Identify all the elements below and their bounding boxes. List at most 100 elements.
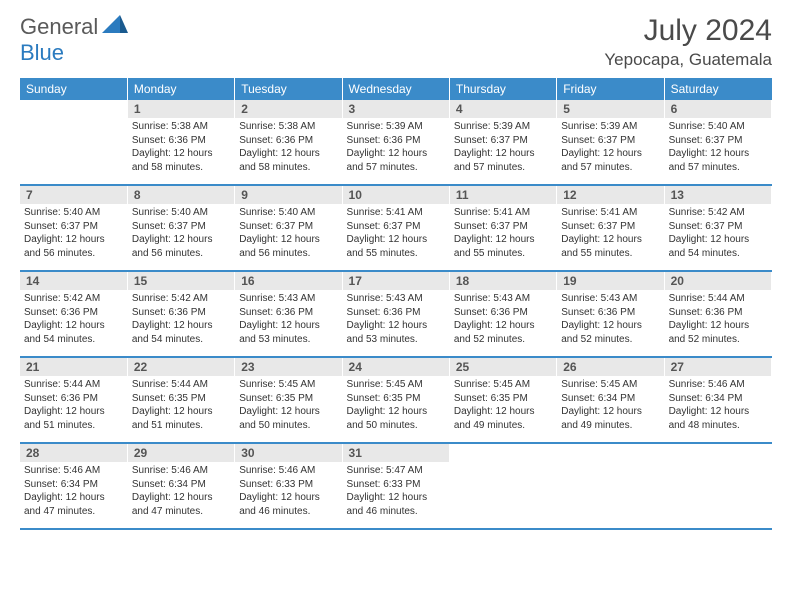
calendar-day-cell: 5Sunrise: 5:39 AMSunset: 6:37 PMDaylight… bbox=[557, 100, 664, 185]
calendar-day-cell: 2Sunrise: 5:38 AMSunset: 6:36 PMDaylight… bbox=[235, 100, 342, 185]
day-content: Sunrise: 5:42 AMSunset: 6:36 PMDaylight:… bbox=[20, 290, 127, 356]
logo-text-blue: Blue bbox=[20, 40, 64, 65]
location: Yepocapa, Guatemala bbox=[604, 50, 772, 70]
day-number: 3 bbox=[343, 100, 449, 118]
day-number: 27 bbox=[665, 358, 771, 376]
calendar-body: 1Sunrise: 5:38 AMSunset: 6:36 PMDaylight… bbox=[20, 100, 772, 529]
day-content: Sunrise: 5:40 AMSunset: 6:37 PMDaylight:… bbox=[20, 204, 127, 270]
day-number: 13 bbox=[665, 186, 771, 204]
calendar-day-cell: 6Sunrise: 5:40 AMSunset: 6:37 PMDaylight… bbox=[664, 100, 771, 185]
day-number: 18 bbox=[450, 272, 556, 290]
day-number: 14 bbox=[20, 272, 127, 290]
day-content: Sunrise: 5:46 AMSunset: 6:33 PMDaylight:… bbox=[235, 462, 341, 528]
day-number: 8 bbox=[128, 186, 234, 204]
day-number: 2 bbox=[235, 100, 341, 118]
day-number: 5 bbox=[557, 100, 663, 118]
day-number: 22 bbox=[128, 358, 234, 376]
day-content: Sunrise: 5:43 AMSunset: 6:36 PMDaylight:… bbox=[450, 290, 556, 356]
calendar-day-cell: 17Sunrise: 5:43 AMSunset: 6:36 PMDayligh… bbox=[342, 271, 449, 357]
logo-triangle-icon bbox=[102, 15, 128, 38]
calendar-day-cell: 23Sunrise: 5:45 AMSunset: 6:35 PMDayligh… bbox=[235, 357, 342, 443]
calendar-day-cell: 13Sunrise: 5:42 AMSunset: 6:37 PMDayligh… bbox=[664, 185, 771, 271]
calendar-week-row: 28Sunrise: 5:46 AMSunset: 6:34 PMDayligh… bbox=[20, 443, 772, 529]
day-number: 23 bbox=[235, 358, 341, 376]
calendar-day-cell: 4Sunrise: 5:39 AMSunset: 6:37 PMDaylight… bbox=[449, 100, 556, 185]
calendar-day-cell: 18Sunrise: 5:43 AMSunset: 6:36 PMDayligh… bbox=[449, 271, 556, 357]
day-content: Sunrise: 5:41 AMSunset: 6:37 PMDaylight:… bbox=[557, 204, 663, 270]
calendar-day-cell: 19Sunrise: 5:43 AMSunset: 6:36 PMDayligh… bbox=[557, 271, 664, 357]
calendar-day-cell: 16Sunrise: 5:43 AMSunset: 6:36 PMDayligh… bbox=[235, 271, 342, 357]
calendar-day-cell: 26Sunrise: 5:45 AMSunset: 6:34 PMDayligh… bbox=[557, 357, 664, 443]
day-number: 16 bbox=[235, 272, 341, 290]
day-number: 7 bbox=[20, 186, 127, 204]
day-content: Sunrise: 5:45 AMSunset: 6:35 PMDaylight:… bbox=[235, 376, 341, 442]
day-content: Sunrise: 5:44 AMSunset: 6:36 PMDaylight:… bbox=[665, 290, 771, 356]
day-content: Sunrise: 5:41 AMSunset: 6:37 PMDaylight:… bbox=[343, 204, 449, 270]
calendar-day-cell: 14Sunrise: 5:42 AMSunset: 6:36 PMDayligh… bbox=[20, 271, 127, 357]
calendar-day-cell: 15Sunrise: 5:42 AMSunset: 6:36 PMDayligh… bbox=[127, 271, 234, 357]
header: General July 2024 Yepocapa, Guatemala bbox=[20, 14, 772, 70]
day-content: Sunrise: 5:43 AMSunset: 6:36 PMDaylight:… bbox=[557, 290, 663, 356]
calendar-day-cell: 1Sunrise: 5:38 AMSunset: 6:36 PMDaylight… bbox=[127, 100, 234, 185]
day-content: Sunrise: 5:40 AMSunset: 6:37 PMDaylight:… bbox=[665, 118, 771, 184]
calendar-day-cell: 22Sunrise: 5:44 AMSunset: 6:35 PMDayligh… bbox=[127, 357, 234, 443]
day-number: 4 bbox=[450, 100, 556, 118]
day-number: 19 bbox=[557, 272, 663, 290]
calendar-day-cell bbox=[20, 100, 127, 185]
weekday-header: Saturday bbox=[664, 78, 771, 100]
day-number: 20 bbox=[665, 272, 771, 290]
day-content: Sunrise: 5:39 AMSunset: 6:36 PMDaylight:… bbox=[343, 118, 449, 184]
day-content: Sunrise: 5:46 AMSunset: 6:34 PMDaylight:… bbox=[128, 462, 234, 528]
day-content: Sunrise: 5:43 AMSunset: 6:36 PMDaylight:… bbox=[235, 290, 341, 356]
day-number: 17 bbox=[343, 272, 449, 290]
calendar-day-cell: 7Sunrise: 5:40 AMSunset: 6:37 PMDaylight… bbox=[20, 185, 127, 271]
day-content: Sunrise: 5:47 AMSunset: 6:33 PMDaylight:… bbox=[343, 462, 449, 528]
calendar-day-cell: 9Sunrise: 5:40 AMSunset: 6:37 PMDaylight… bbox=[235, 185, 342, 271]
day-content: Sunrise: 5:44 AMSunset: 6:36 PMDaylight:… bbox=[20, 376, 127, 442]
calendar-week-row: 7Sunrise: 5:40 AMSunset: 6:37 PMDaylight… bbox=[20, 185, 772, 271]
calendar-day-cell: 25Sunrise: 5:45 AMSunset: 6:35 PMDayligh… bbox=[449, 357, 556, 443]
calendar-day-cell bbox=[557, 443, 664, 529]
month-title: July 2024 bbox=[604, 14, 772, 48]
weekday-header: Thursday bbox=[449, 78, 556, 100]
day-number: 28 bbox=[20, 444, 127, 462]
day-number: 25 bbox=[450, 358, 556, 376]
day-number: 1 bbox=[128, 100, 234, 118]
day-content: Sunrise: 5:44 AMSunset: 6:35 PMDaylight:… bbox=[128, 376, 234, 442]
day-content: Sunrise: 5:39 AMSunset: 6:37 PMDaylight:… bbox=[557, 118, 663, 184]
weekday-header: Tuesday bbox=[235, 78, 342, 100]
day-content: Sunrise: 5:40 AMSunset: 6:37 PMDaylight:… bbox=[128, 204, 234, 270]
calendar-week-row: 21Sunrise: 5:44 AMSunset: 6:36 PMDayligh… bbox=[20, 357, 772, 443]
logo-text-general: General bbox=[20, 14, 98, 40]
day-number: 15 bbox=[128, 272, 234, 290]
calendar-day-cell: 28Sunrise: 5:46 AMSunset: 6:34 PMDayligh… bbox=[20, 443, 127, 529]
day-number: 6 bbox=[665, 100, 771, 118]
day-number: 30 bbox=[235, 444, 341, 462]
calendar-table: SundayMondayTuesdayWednesdayThursdayFrid… bbox=[20, 78, 772, 530]
calendar-day-cell: 20Sunrise: 5:44 AMSunset: 6:36 PMDayligh… bbox=[664, 271, 771, 357]
calendar-day-cell: 29Sunrise: 5:46 AMSunset: 6:34 PMDayligh… bbox=[127, 443, 234, 529]
calendar-day-cell: 10Sunrise: 5:41 AMSunset: 6:37 PMDayligh… bbox=[342, 185, 449, 271]
day-number: 12 bbox=[557, 186, 663, 204]
weekday-header: Friday bbox=[557, 78, 664, 100]
day-number: 31 bbox=[343, 444, 449, 462]
calendar-week-row: 14Sunrise: 5:42 AMSunset: 6:36 PMDayligh… bbox=[20, 271, 772, 357]
day-content: Sunrise: 5:42 AMSunset: 6:36 PMDaylight:… bbox=[128, 290, 234, 356]
weekday-header: Monday bbox=[127, 78, 234, 100]
calendar-day-cell: 11Sunrise: 5:41 AMSunset: 6:37 PMDayligh… bbox=[449, 185, 556, 271]
day-content: Sunrise: 5:45 AMSunset: 6:34 PMDaylight:… bbox=[557, 376, 663, 442]
calendar-header-row: SundayMondayTuesdayWednesdayThursdayFrid… bbox=[20, 78, 772, 100]
day-number: 9 bbox=[235, 186, 341, 204]
calendar-day-cell: 3Sunrise: 5:39 AMSunset: 6:36 PMDaylight… bbox=[342, 100, 449, 185]
day-content: Sunrise: 5:41 AMSunset: 6:37 PMDaylight:… bbox=[450, 204, 556, 270]
day-content: Sunrise: 5:45 AMSunset: 6:35 PMDaylight:… bbox=[450, 376, 556, 442]
day-content: Sunrise: 5:46 AMSunset: 6:34 PMDaylight:… bbox=[665, 376, 771, 442]
day-content: Sunrise: 5:45 AMSunset: 6:35 PMDaylight:… bbox=[343, 376, 449, 442]
day-content: Sunrise: 5:40 AMSunset: 6:37 PMDaylight:… bbox=[235, 204, 341, 270]
calendar-day-cell: 12Sunrise: 5:41 AMSunset: 6:37 PMDayligh… bbox=[557, 185, 664, 271]
logo-blue-row: Blue bbox=[20, 40, 64, 66]
day-number: 29 bbox=[128, 444, 234, 462]
day-number: 11 bbox=[450, 186, 556, 204]
calendar-day-cell: 27Sunrise: 5:46 AMSunset: 6:34 PMDayligh… bbox=[664, 357, 771, 443]
calendar-week-row: 1Sunrise: 5:38 AMSunset: 6:36 PMDaylight… bbox=[20, 100, 772, 185]
